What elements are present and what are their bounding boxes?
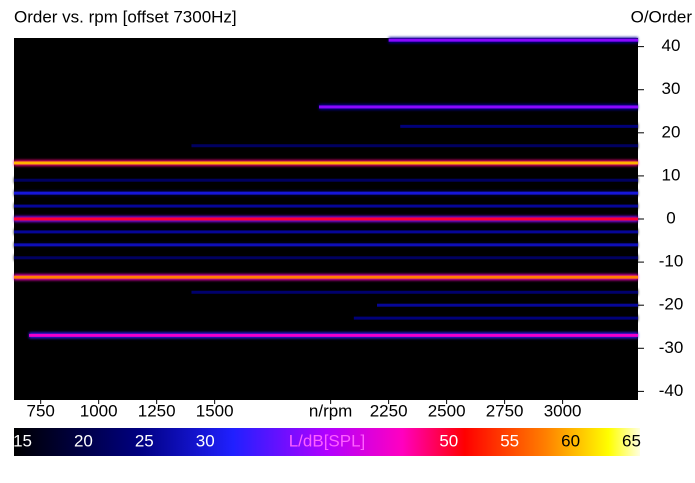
color-tick-label: 30 <box>196 431 215 450</box>
trace <box>319 105 638 109</box>
trace <box>14 230 638 234</box>
trace <box>14 217 638 221</box>
x-tick-label: 2250 <box>370 401 408 420</box>
y-tick-label: 40 <box>662 36 681 55</box>
trace <box>191 144 638 148</box>
color-tick-label: 55 <box>500 431 519 450</box>
trace <box>14 204 638 208</box>
y-tick-label: 0 <box>666 208 675 227</box>
trace <box>14 243 638 247</box>
color-tick-label: 50 <box>439 431 458 450</box>
x-tick-label: 1000 <box>80 401 118 420</box>
color-tick-label: 65 <box>622 431 641 450</box>
trace <box>14 161 638 165</box>
trace <box>400 124 638 128</box>
trace <box>353 316 638 320</box>
color-bar <box>14 428 640 456</box>
trace <box>29 333 639 337</box>
color-tick-label: L/dB[SPL] <box>289 431 366 450</box>
color-tick-label: 15 <box>13 431 32 450</box>
x-tick-label: 3000 <box>544 401 582 420</box>
trace <box>14 275 638 279</box>
chart-title: Order vs. rpm [offset 7300Hz] <box>14 7 237 26</box>
y-axis-label: O/Order <box>631 7 693 26</box>
y-tick-label: -30 <box>659 338 684 357</box>
y-tick-label: -40 <box>659 381 684 400</box>
x-tick-label: 1250 <box>138 401 176 420</box>
trace <box>14 178 638 182</box>
x-tick-label: 1500 <box>196 401 234 420</box>
trace <box>14 256 638 260</box>
trace <box>388 38 638 42</box>
color-tick-label: 25 <box>135 431 154 450</box>
y-tick-label: 20 <box>662 122 681 141</box>
y-tick-label: -20 <box>659 295 684 314</box>
y-tick-label: -10 <box>659 252 684 271</box>
y-tick-label: 30 <box>662 79 681 98</box>
color-tick-label: 60 <box>561 431 580 450</box>
y-tick-label: 10 <box>662 165 681 184</box>
x-tick-label: n/rpm <box>309 401 352 420</box>
trace <box>14 191 638 195</box>
x-tick-label: 750 <box>26 401 54 420</box>
trace <box>377 303 638 307</box>
x-tick-label: 2500 <box>428 401 466 420</box>
x-tick-label: 2750 <box>486 401 524 420</box>
color-tick-label: 20 <box>74 431 93 450</box>
trace <box>191 290 638 294</box>
